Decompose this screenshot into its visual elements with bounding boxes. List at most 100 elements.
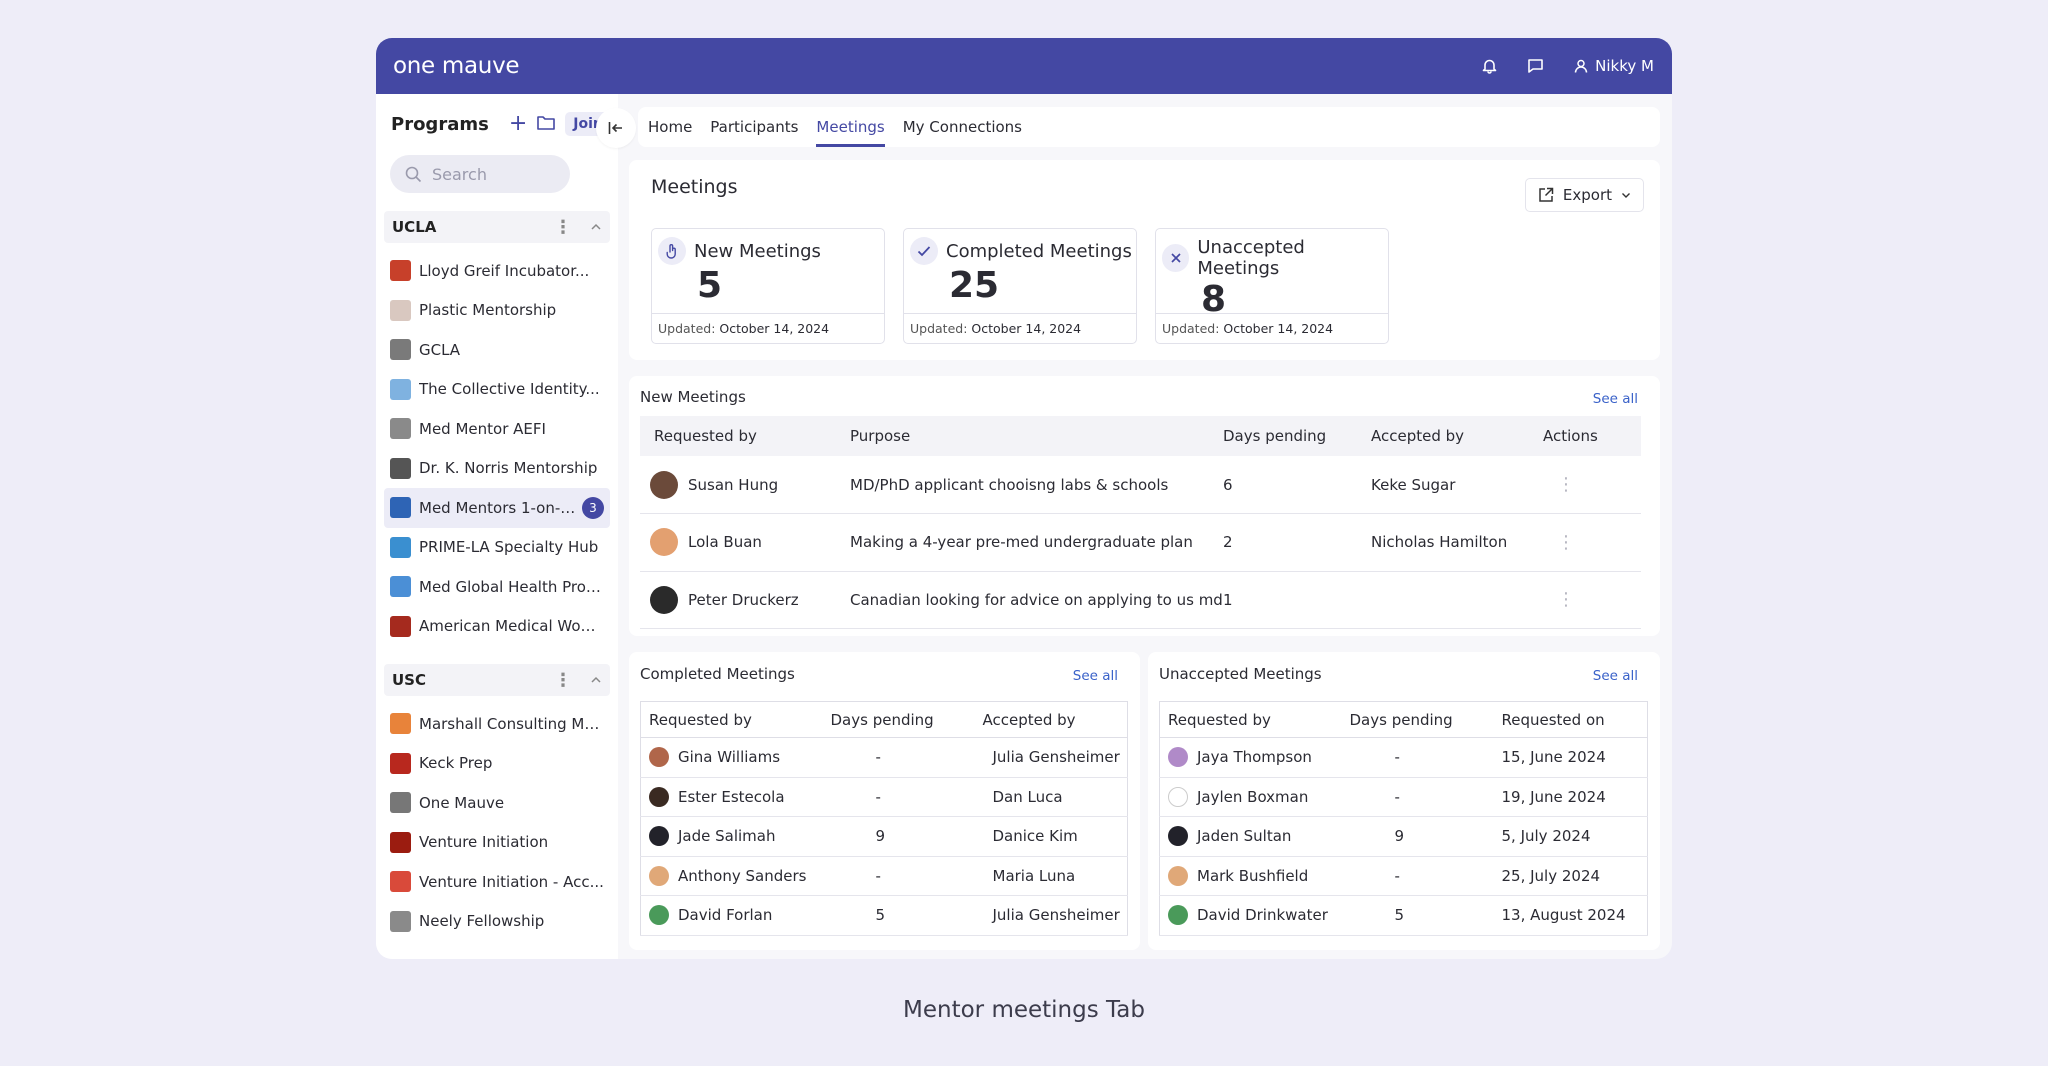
program-logo-icon <box>390 615 411 637</box>
requester-cell: Jade Salimah <box>640 816 831 857</box>
user-menu[interactable]: Nikky M <box>1574 57 1654 75</box>
sidebar-item-program[interactable]: Med Mentors 1-on-1... 3 <box>384 488 610 528</box>
group-header[interactable]: UCLA ⋮ <box>384 211 610 243</box>
table-row[interactable]: Susan Hung MD/PhD applicant chooisng labs… <box>640 456 1641 514</box>
days-pending-cell: - <box>1349 777 1502 817</box>
sidebar-item-program[interactable]: American Medical Wom... <box>384 607 610 647</box>
table-row[interactable]: Peter Druckerz Canadian looking for advic… <box>640 571 1641 629</box>
requester-name: David Forlan <box>678 906 773 925</box>
requester-cell: David Forlan <box>640 895 831 936</box>
search-input[interactable]: Search <box>390 155 570 193</box>
more-vertical-icon[interactable]: ⋮ <box>1557 474 1575 495</box>
requester-name: Mark Bushfield <box>1197 866 1309 885</box>
table-row[interactable]: Jaya Thompson -15, June 2024 <box>1159 737 1648 778</box>
more-vertical-icon[interactable]: ⋮ <box>554 669 572 691</box>
table-row[interactable]: Ester Estecola - Dan Luca <box>640 777 1128 817</box>
program-logo-icon <box>390 871 411 893</box>
search-placeholder: Search <box>432 164 487 184</box>
tab-participants[interactable]: Participants <box>710 118 799 136</box>
requester-cell: Peter Druckerz <box>640 571 850 629</box>
requester-cell: Gina Williams <box>640 737 831 778</box>
stat-label: New Meetings <box>694 240 821 262</box>
tab-meetings[interactable]: Meetings <box>816 107 886 147</box>
days-pending-cell: 1 <box>1223 571 1371 629</box>
see-all-link[interactable]: See all <box>1592 668 1638 684</box>
days-pending-cell: 2 <box>1223 513 1371 572</box>
table-row[interactable]: Lola Buan Making a 4-year pre-med undergr… <box>640 513 1641 572</box>
accepted-by-cell: Keke Sugar <box>1371 456 1543 514</box>
days-pending-cell: 9 <box>830 816 983 857</box>
sidebar-item-program[interactable]: Dr. K. Norris Mentorship <box>384 449 610 489</box>
stat-new-meetings[interactable]: New Meetings 5 Updated: October 14, 2024 <box>651 228 885 344</box>
stat-unaccepted-meetings[interactable]: Unaccepted Meetings 8 Updated: October 14… <box>1155 228 1389 344</box>
sidebar-item-program[interactable]: Venture Initiation <box>384 823 610 863</box>
group-name: USC <box>392 671 426 689</box>
sidebar-item-label: Lloyd Greif Incubator... <box>419 261 590 280</box>
sidebar-item-program[interactable]: Venture Initiation - Acc... <box>384 862 610 902</box>
requester-cell: Lola Buan <box>640 513 850 572</box>
section-title: Completed Meetings <box>640 665 795 683</box>
sidebar-item-program[interactable]: Plastic Mentorship <box>384 291 610 331</box>
tab-my-connections[interactable]: My Connections <box>902 118 1022 136</box>
more-vertical-icon[interactable]: ⋮ <box>1557 589 1575 611</box>
actions-cell: ⋮ <box>1543 513 1641 572</box>
more-vertical-icon[interactable]: ⋮ <box>554 216 572 238</box>
avatar <box>649 786 669 807</box>
table-row[interactable]: Mark Bushfield -25, July 2024 <box>1159 856 1648 896</box>
see-all-link[interactable]: See all <box>1072 668 1118 684</box>
app-window: one mauve Nikky M Programs + Join Sea <box>376 38 1672 959</box>
days-pending-cell: - <box>830 777 983 817</box>
sidebar-item-program[interactable]: One Mauve <box>384 783 610 823</box>
sidebar-item-program[interactable]: Neely Fellowship <box>384 902 610 942</box>
program-logo-icon <box>390 497 411 519</box>
program-logo-icon <box>390 576 411 598</box>
sidebar-item-program[interactable]: The Collective Identity... <box>384 370 610 410</box>
sidebar-item-program[interactable]: Marshall Consulting Men... <box>384 704 610 744</box>
requester-cell: Anthony Sanders <box>640 856 831 896</box>
bell-icon[interactable] <box>1482 58 1497 74</box>
table-row[interactable]: Jade Salimah 9 Danice Kim <box>640 816 1128 857</box>
table-row[interactable]: Anthony Sanders - Maria Luna <box>640 856 1128 896</box>
more-vertical-icon[interactable]: ⋮ <box>1557 531 1575 553</box>
stat-label: Unaccepted Meetings <box>1197 237 1305 279</box>
collapse-sidebar-icon[interactable] <box>596 108 636 148</box>
stat-value: 25 <box>949 265 1000 306</box>
table-row[interactable]: David Forlan 5 Julia Gensheimer <box>640 895 1128 936</box>
table-row[interactable]: Gina Williams - Julia Gensheimer <box>640 737 1128 778</box>
tab-home[interactable]: Home <box>648 118 693 136</box>
sidebar-item-label: GCLA <box>419 340 461 359</box>
accepted-by-cell: Julia Gensheimer <box>982 895 1128 936</box>
table-row[interactable]: Jaylen Boxman -19, June 2024 <box>1159 777 1648 817</box>
program-logo-icon <box>390 260 411 282</box>
requested-on-cell: 5, July 2024 <box>1501 816 1648 857</box>
table-row[interactable]: Jaden Sultan 9 5, July 2024 <box>1159 816 1648 857</box>
sidebar-item-label: Med Mentors 1-on-1... <box>419 498 582 517</box>
add-program-icon[interactable]: + <box>508 111 528 136</box>
section-title: Unaccepted Meetings <box>1159 665 1322 683</box>
requester-name: Jaylen Boxman <box>1197 787 1309 806</box>
avatar <box>649 826 669 847</box>
column-header: Requested by <box>640 701 831 738</box>
requester-name: Lola Buan <box>688 533 762 552</box>
folder-icon[interactable] <box>537 115 556 134</box>
column-header: Accepted by <box>1371 416 1543 456</box>
sidebar-item-program[interactable]: Lloyd Greif Incubator... <box>384 251 610 291</box>
column-header: Requested on <box>1501 701 1648 738</box>
program-logo-icon <box>390 910 411 932</box>
logo[interactable]: one mauve <box>393 53 520 79</box>
sidebar-item-program[interactable]: Keck Prep <box>384 744 610 784</box>
chevron-up-icon[interactable] <box>590 223 602 231</box>
chevron-up-icon[interactable] <box>590 676 602 684</box>
days-pending-cell: - <box>830 737 983 778</box>
export-button[interactable]: Export <box>1524 178 1644 212</box>
sidebar-item-program[interactable]: Med Global Health Prog... <box>384 567 610 607</box>
see-all-link[interactable]: See all <box>1592 391 1638 407</box>
sidebar-item-program[interactable]: Med Mentor AEFI <box>384 409 610 449</box>
group-header[interactable]: USC ⋮ <box>384 664 610 696</box>
sidebar-item-program[interactable]: GCLA <box>384 330 610 370</box>
chat-icon[interactable] <box>1527 58 1544 74</box>
table-row[interactable]: David Drinkwater 5 13, August 2024 <box>1159 895 1648 936</box>
stat-completed-meetings[interactable]: Completed Meetings 25 Updated: October 14… <box>903 228 1137 344</box>
program-logo-icon <box>390 536 411 558</box>
sidebar-item-program[interactable]: PRIME-LA Specialty Hub <box>384 528 610 568</box>
